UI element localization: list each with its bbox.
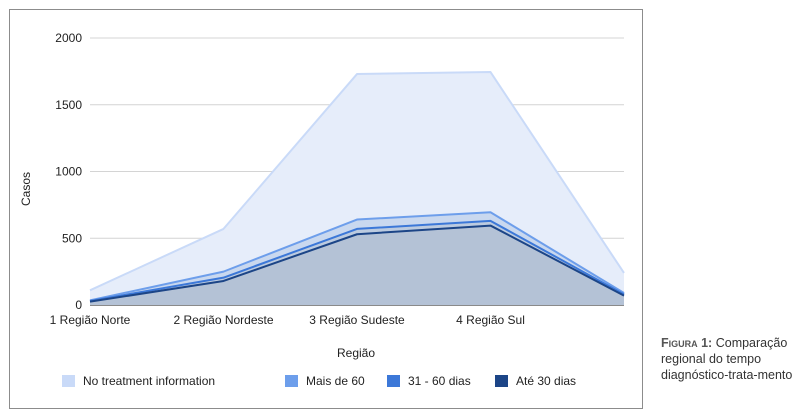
x-tick-label: 3 Região Sudeste xyxy=(309,313,405,327)
legend-label: 31 - 60 dias xyxy=(408,374,471,388)
series-line-1 xyxy=(89,211,625,302)
figure-label: Figura 1: xyxy=(661,336,713,350)
legend-label: No treatment information xyxy=(83,374,215,388)
y-tick-label: 500 xyxy=(62,231,82,245)
legend-label: Até 30 dias xyxy=(516,374,576,388)
y-tick-label: 1000 xyxy=(55,165,82,179)
legend-swatch xyxy=(62,375,75,387)
chart-frame: 0 500 1000 1500 2000 1 Região Norte 2 Região … xyxy=(9,9,643,409)
series-line-2 xyxy=(89,219,625,302)
legend-swatch xyxy=(495,375,508,387)
y-tick-label: 1500 xyxy=(55,98,82,112)
y-axis-title: Casos xyxy=(19,172,33,206)
area-chart: 0 500 1000 1500 2000 1 Região Norte 2 Região … xyxy=(19,31,625,388)
area-3 xyxy=(90,225,624,305)
legend-label: Mais de 60 xyxy=(306,374,365,388)
y-tick-label: 0 xyxy=(75,298,82,312)
series-line-0 xyxy=(89,71,625,292)
legend-swatch xyxy=(387,375,400,387)
figure-caption: Figura 1: Comparação regional do tempo d… xyxy=(661,335,803,383)
x-tick-label: 1 Região Norte xyxy=(50,313,131,327)
x-axis-title: Região xyxy=(337,346,375,360)
x-tick-label: 4 Região Sul xyxy=(456,313,525,327)
legend: No treatment information Mais de 60 31 - 6… xyxy=(62,374,576,388)
legend-swatch xyxy=(285,375,298,387)
figure-caption-text: Comparação regional do tempo diagnóstico… xyxy=(661,336,793,382)
y-tick-label: 2000 xyxy=(55,31,82,45)
x-tick-label: 2 Região Nordeste xyxy=(173,313,273,327)
series-line-3 xyxy=(89,224,625,303)
